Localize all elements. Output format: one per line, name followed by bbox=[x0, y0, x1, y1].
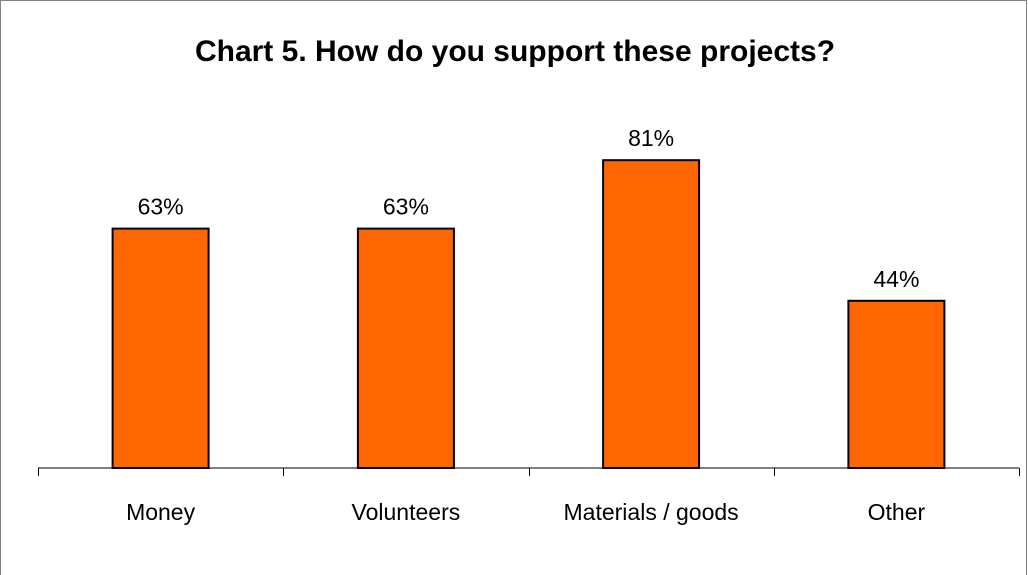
data-label: 63% bbox=[138, 194, 184, 220]
bar-other bbox=[847, 299, 946, 469]
bars-layer bbox=[111, 159, 946, 469]
bar-materials-goods bbox=[602, 159, 701, 469]
data-label: 81% bbox=[628, 125, 674, 151]
data-label: 44% bbox=[873, 266, 919, 292]
chart-title: Chart 5. How do you support these projec… bbox=[194, 35, 836, 68]
category-labels-layer: Money Volunteers Materials / goods Other bbox=[126, 499, 925, 525]
bar-volunteers bbox=[356, 227, 455, 469]
x-tick-label: Other bbox=[868, 499, 926, 525]
value-labels-layer: 63% 63% 81% 44% bbox=[138, 125, 920, 292]
data-label: 63% bbox=[383, 194, 429, 220]
x-tick-label: Money bbox=[126, 499, 196, 525]
x-tick-label: Materials / goods bbox=[564, 499, 739, 525]
x-tick-label: Volunteers bbox=[352, 499, 461, 525]
x-axis bbox=[38, 467, 1020, 476]
bar-money bbox=[111, 227, 210, 469]
